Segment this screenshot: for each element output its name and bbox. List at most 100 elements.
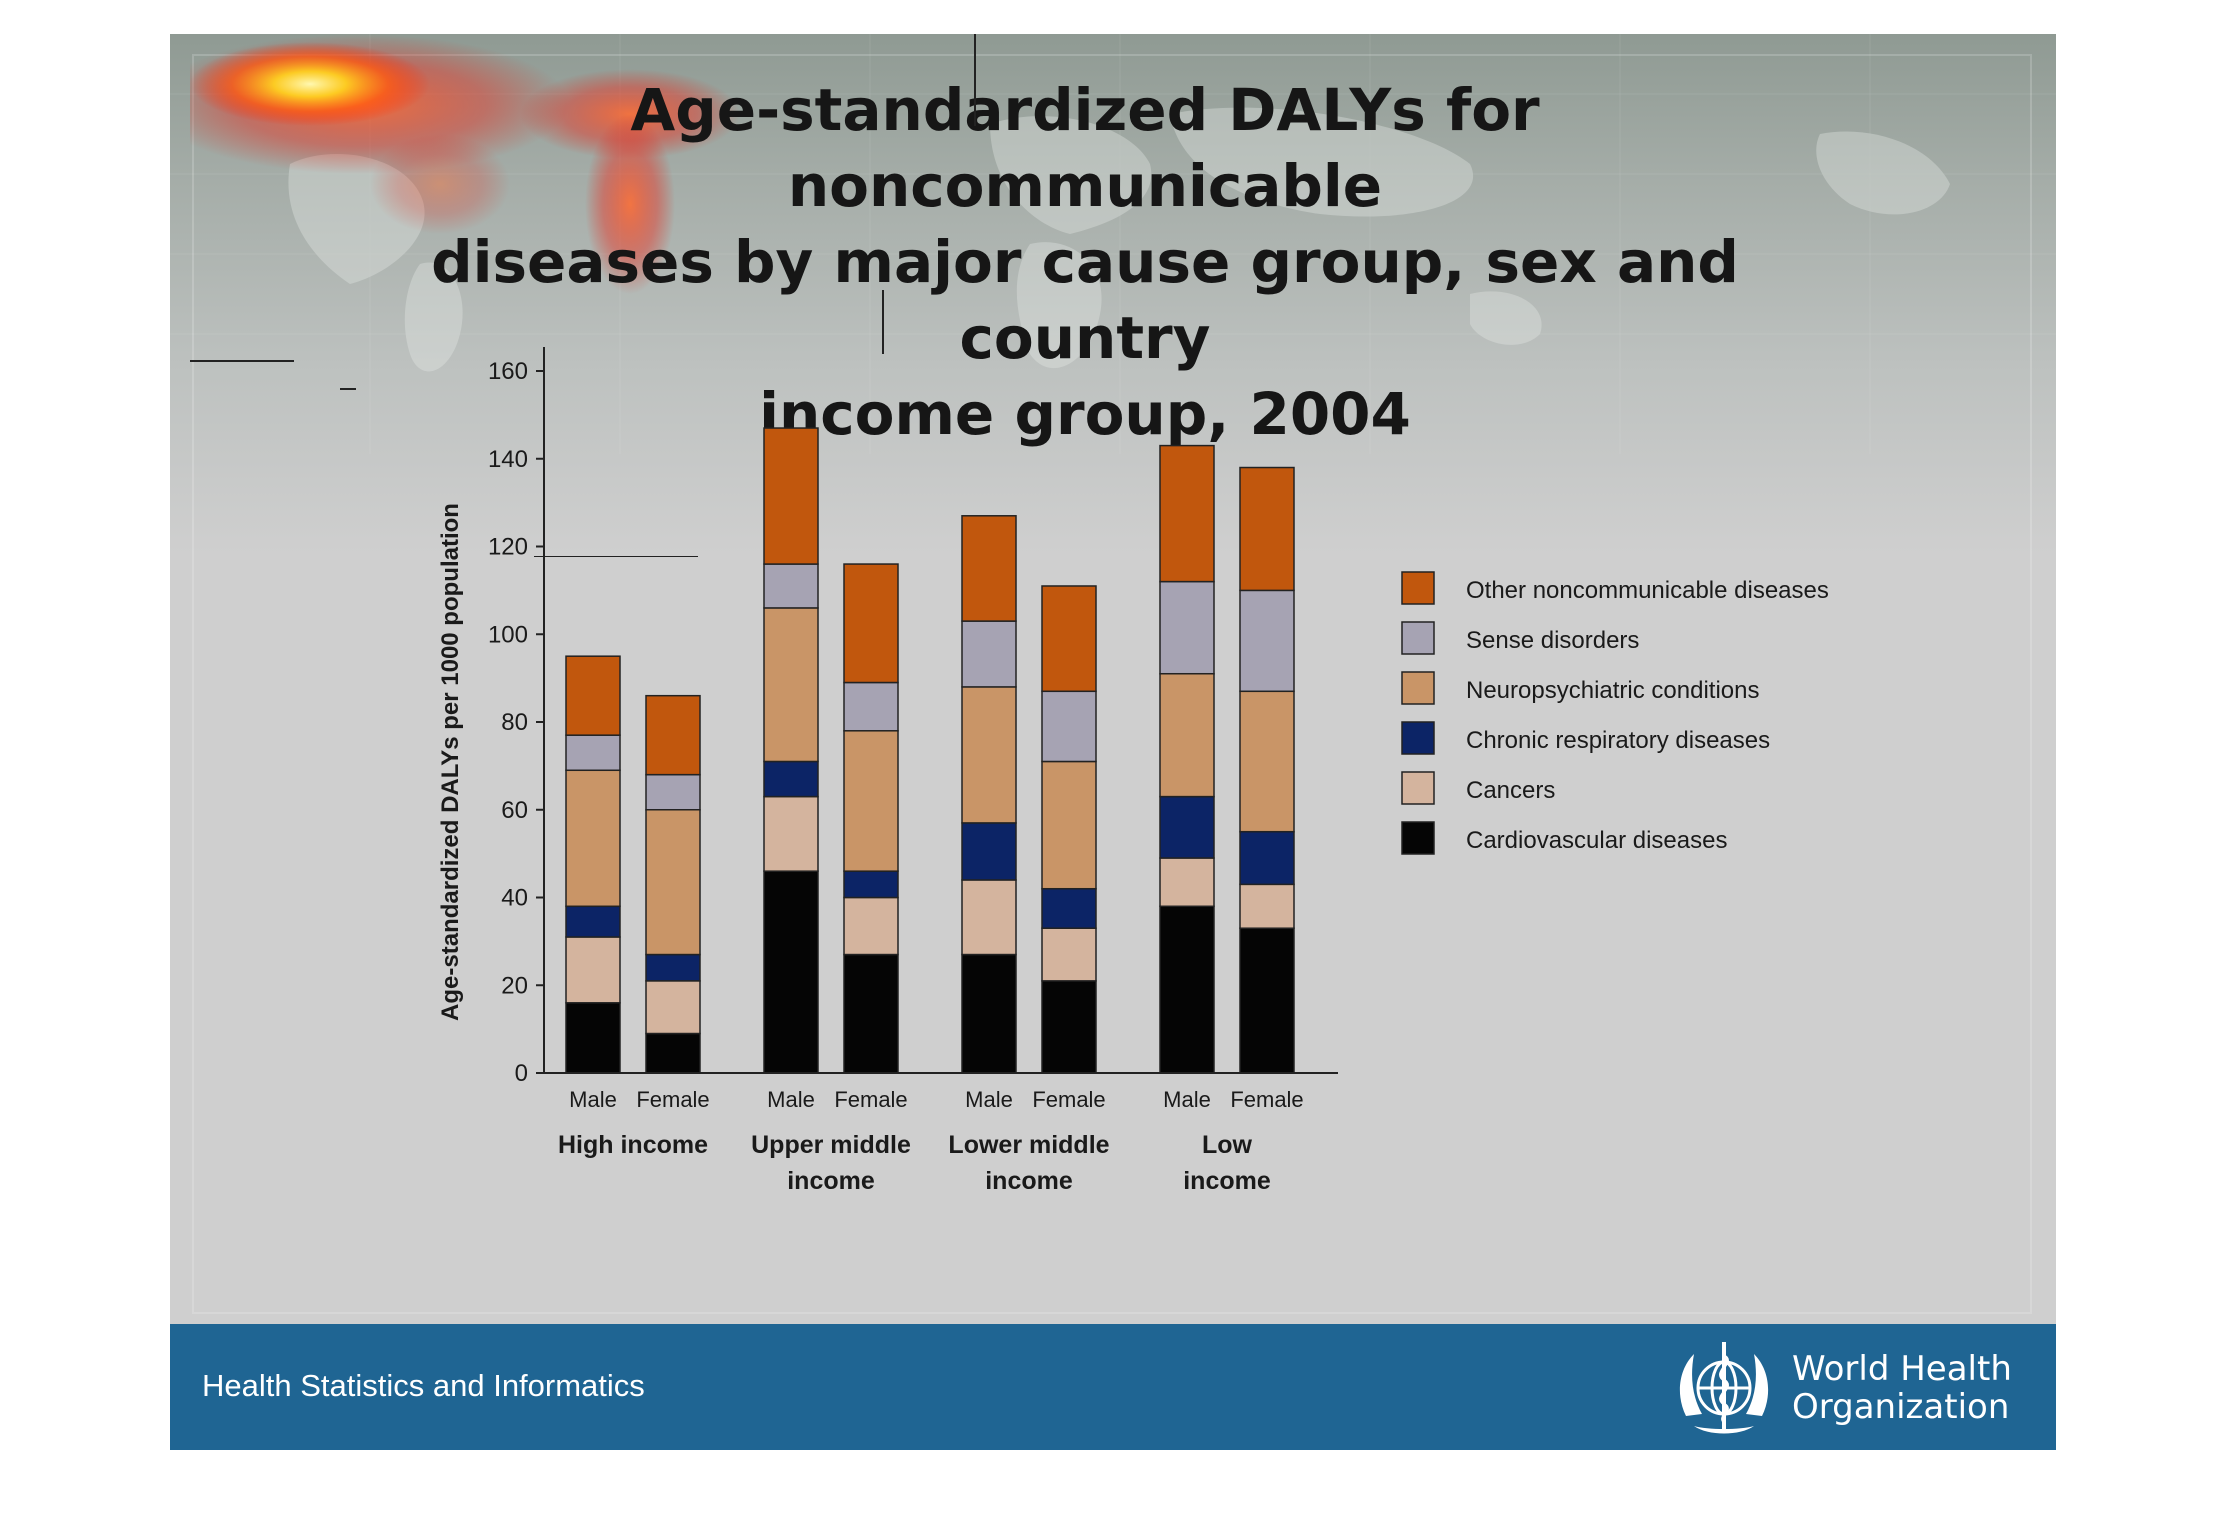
y-tick-label: 160: [488, 358, 528, 385]
bar-segment: [645, 980, 701, 1035]
legend-label: Neuropsychiatric conditions: [1466, 677, 1759, 704]
x-tick-label: Male: [965, 1087, 1013, 1112]
group-label: High income: [558, 1131, 708, 1159]
x-tick-label: Female: [834, 1087, 907, 1112]
bar-segment: [1041, 585, 1097, 693]
legend-swatch: [1401, 571, 1435, 605]
legend-label: Cancers: [1466, 777, 1555, 804]
bar-segment: [1239, 690, 1295, 833]
bar-segment: [961, 686, 1017, 824]
bar-segment: [961, 515, 1017, 622]
footer-text: Health Statistics and Informatics: [202, 1368, 645, 1403]
y-tick-label: 140: [488, 446, 528, 473]
bar-segment: [645, 1032, 701, 1074]
bar-segment: [565, 936, 621, 1004]
stray-line: [882, 290, 884, 354]
who-emblem-icon: [1679, 1342, 1769, 1434]
bar-segment: [1239, 927, 1295, 1074]
bar-segment: [763, 870, 819, 1074]
slide: Age-standardized DALYs for noncommunicab…: [170, 34, 2056, 1450]
bar-segment: [843, 870, 899, 899]
x-tick-label: Female: [636, 1087, 709, 1112]
y-tick-label: 20: [501, 972, 528, 999]
legend-label: Other noncommunicable diseases: [1466, 577, 1829, 604]
bar-segment: [1159, 580, 1215, 675]
x-tick-label: Male: [1163, 1087, 1211, 1112]
bar-segment: [843, 681, 899, 732]
group-label: Upper middle: [751, 1131, 911, 1159]
bar-segment: [1041, 690, 1097, 763]
group-label: income: [787, 1167, 875, 1195]
who-name-line-2: Organization: [1792, 1387, 2010, 1427]
bar-segment: [961, 822, 1017, 881]
bar-segment: [961, 620, 1017, 688]
bar-segment: [1239, 466, 1295, 592]
bar-segment: [1239, 883, 1295, 929]
bar-segment: [1239, 589, 1295, 693]
bar-segment: [961, 879, 1017, 956]
bar-segment: [961, 953, 1017, 1074]
x-tick-label: Male: [569, 1087, 617, 1112]
bar-segment: [1041, 980, 1097, 1074]
who-name: World Health Organization: [1792, 1350, 2012, 1426]
stray-line: [534, 556, 698, 557]
bar-segment: [565, 734, 621, 772]
y-tick-label: 100: [488, 621, 528, 648]
y-tick-label: 0: [515, 1060, 528, 1087]
y-tick-label: 120: [488, 534, 528, 561]
x-tick-label: Female: [1032, 1087, 1105, 1112]
chart: 0 20 40 60 80 100 120 140 160 Age-standardized DA…: [437, 347, 1829, 1195]
legend-swatch: [1401, 821, 1435, 855]
bar-segment: [763, 795, 819, 872]
bar-segment: [1159, 857, 1215, 908]
bar-segment: [843, 563, 899, 684]
group-label: income: [1183, 1167, 1271, 1195]
bar-segment: [645, 953, 701, 982]
slide-title: Age-standardized DALYs for noncommunicab…: [350, 72, 1820, 452]
legend-label: Sense disorders: [1466, 627, 1639, 654]
bar-segment: [763, 607, 819, 763]
x-tick-label: Male: [767, 1087, 815, 1112]
bar-segment: [1041, 887, 1097, 929]
bar-segment: [1159, 672, 1215, 798]
group-label: Low: [1202, 1131, 1253, 1159]
group-label: income: [985, 1167, 1073, 1195]
y-tick-label: 80: [501, 709, 528, 736]
bar-segment: [1159, 444, 1215, 583]
bar-segment: [843, 730, 899, 872]
legend-swatch: [1401, 721, 1435, 755]
title-line-1: Age-standardized DALYs for noncommunicab…: [630, 76, 1540, 220]
bar-segment: [763, 427, 819, 565]
title-line-3: income group, 2004: [759, 380, 1411, 448]
legend-swatch: [1401, 771, 1435, 805]
legend-swatch: [1401, 621, 1435, 655]
bar-segment: [1041, 927, 1097, 982]
bar-segment: [565, 769, 621, 908]
bar-segment: [843, 953, 899, 1074]
bar-segment: [565, 905, 621, 938]
stray-line: [190, 360, 294, 362]
bar-segment: [565, 655, 621, 736]
who-name-line-1: World Health: [1792, 1349, 2012, 1389]
bar-segment: [645, 773, 701, 811]
bar-segment: [1159, 905, 1215, 1074]
bar-segment: [843, 896, 899, 956]
bar-segment: [1239, 830, 1295, 886]
footer-bar: Health Statistics and Informatics World …: [170, 1324, 2056, 1450]
y-axis-label: Age-standardized DALYs per 1000 populati…: [437, 503, 464, 1021]
bar-segment: [645, 809, 701, 956]
bar-segment: [1041, 760, 1097, 890]
bar-segment: [645, 694, 701, 776]
stray-line: [340, 388, 356, 390]
group-label: Lower middle: [948, 1131, 1109, 1159]
stray-line: [974, 34, 976, 126]
x-tick-label: Female: [1230, 1087, 1303, 1112]
legend-label: Chronic respiratory diseases: [1466, 727, 1770, 754]
y-tick-label: 60: [501, 797, 528, 824]
slide-frame: [192, 54, 2032, 1314]
world-map-background: [170, 34, 2056, 454]
bar-segment: [1159, 795, 1215, 859]
legend-label: Cardiovascular diseases: [1466, 827, 1727, 854]
legend-swatch: [1401, 671, 1435, 705]
y-tick-label: 40: [501, 885, 528, 912]
